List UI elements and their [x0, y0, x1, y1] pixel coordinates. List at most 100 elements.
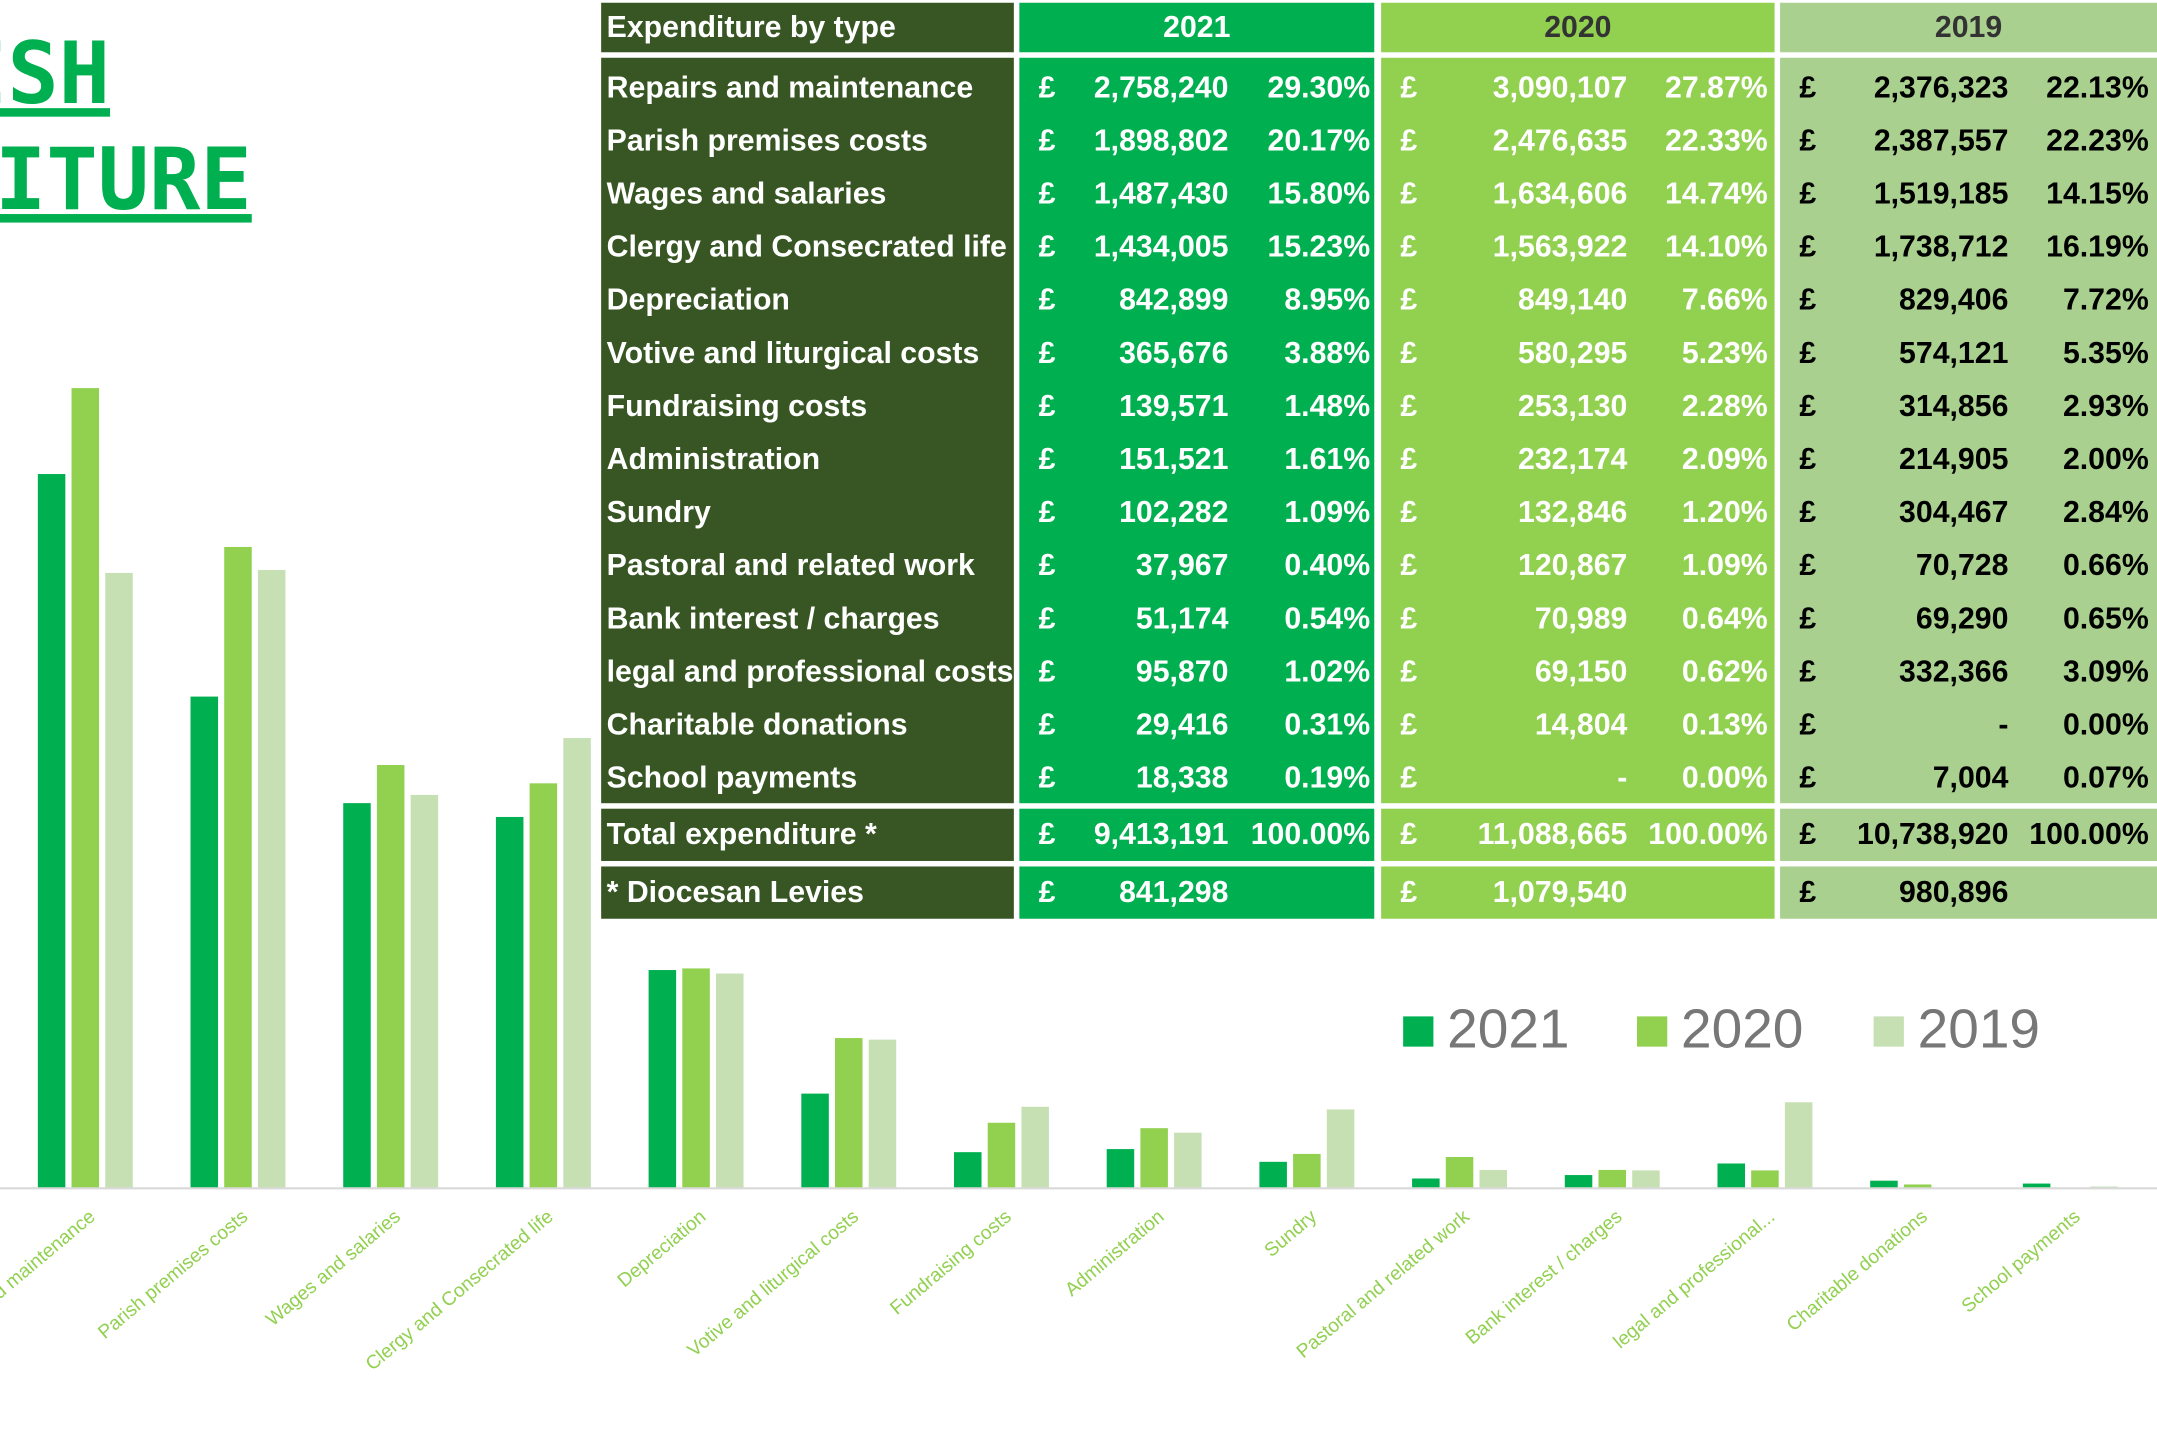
percent: 2.28% [1682, 390, 1768, 423]
table-cell-bg [1019, 57, 1375, 804]
bar [2022, 1183, 2051, 1189]
percent: 1.09% [1682, 549, 1768, 582]
bar [1412, 1178, 1440, 1189]
currency: £ [1799, 231, 1816, 264]
bar [987, 1122, 1016, 1189]
percent: 8.95% [1284, 284, 1370, 317]
bar [1479, 1169, 1508, 1189]
currency: £ [1400, 655, 1417, 688]
currency: £ [1039, 762, 1056, 795]
currency: £ [1039, 124, 1056, 157]
currency: £ [1400, 549, 1417, 582]
legend-swatch [1873, 1016, 1904, 1047]
percent: 7.72% [2063, 284, 2149, 317]
table-header: Expenditure by type [607, 11, 896, 44]
x-tick-label: Bank interest / charges [1462, 1206, 1626, 1349]
currency: £ [1039, 655, 1056, 688]
amount: 10,738,920 [1857, 818, 2008, 851]
amount: 253,130 [1518, 390, 1627, 423]
bar [1174, 1132, 1202, 1189]
currency: £ [1799, 337, 1816, 370]
table-cell-bg [1780, 57, 2157, 804]
x-tick-label: Depreciation [614, 1206, 710, 1292]
percent: 2.93% [2063, 390, 2149, 423]
currency: £ [1799, 124, 1816, 157]
currency: £ [1039, 818, 1056, 851]
bar [1259, 1161, 1287, 1189]
amount: 151,521 [1119, 443, 1228, 476]
percent: 0.07% [2063, 762, 2149, 795]
amount: 95,870 [1136, 655, 1229, 688]
bar [343, 803, 371, 1189]
percent: 22.13% [2046, 71, 2149, 104]
percent: 0.62% [1682, 655, 1768, 688]
amount: 7,004 [1933, 762, 2009, 795]
percent: 2.00% [2063, 443, 2149, 476]
bar [71, 388, 100, 1189]
currency: £ [1400, 496, 1417, 529]
row-label: Pastoral and related work [607, 549, 975, 582]
percent: 2.84% [2063, 496, 2149, 529]
bar [835, 1038, 863, 1189]
amount: 304,467 [1899, 496, 2008, 529]
currency: £ [1799, 443, 1816, 476]
amount: - [1617, 762, 1627, 795]
percent: 0.31% [1284, 708, 1370, 741]
percent: 29.30% [1268, 71, 1371, 104]
legend-swatch [1637, 1016, 1668, 1047]
amount: 829,406 [1899, 284, 2008, 317]
amount: 69,290 [1916, 602, 2009, 635]
amount: 1,519,185 [1874, 178, 2009, 211]
bar [1106, 1149, 1135, 1189]
x-tick-label: Pastoral and related work [1293, 1206, 1474, 1363]
table-cell-bg [1381, 866, 1775, 919]
amount: 37,967 [1136, 549, 1229, 582]
bar [190, 696, 219, 1189]
table-header: 2020 [1544, 11, 1611, 44]
currency: £ [1799, 178, 1816, 211]
row-label: Parish premises costs [607, 124, 928, 157]
amount: 842,899 [1119, 284, 1228, 317]
table-cell-bg [1381, 57, 1775, 804]
amount: 1,634,606 [1493, 178, 1628, 211]
percent: 22.33% [1665, 124, 1768, 157]
currency: £ [1039, 71, 1056, 104]
title-line: EXPENDITURE [0, 131, 252, 230]
currency: £ [1039, 876, 1056, 909]
percent: 3.09% [2063, 655, 2149, 688]
bar [801, 1093, 829, 1189]
table-cell-bg [1019, 2, 1375, 53]
currency: £ [1799, 602, 1816, 635]
percent: 0.65% [2063, 602, 2149, 635]
table-header: 2021 [1163, 11, 1230, 44]
percent: 100.00% [1251, 818, 1371, 851]
percent: 0.13% [1682, 708, 1768, 741]
amount: 51,174 [1136, 602, 1229, 635]
bar [1903, 1184, 1932, 1189]
percent: 5.23% [1682, 337, 1768, 370]
currency: £ [1400, 762, 1417, 795]
amount: - [1998, 708, 2008, 741]
bar [1598, 1169, 1627, 1189]
amount: 120,867 [1518, 549, 1627, 582]
percent: 0.64% [1682, 602, 1768, 635]
amount: 314,856 [1899, 390, 2008, 423]
amount: 232,174 [1518, 443, 1628, 476]
amount: 1,079,540 [1493, 876, 1628, 909]
amount: 1,738,712 [1874, 231, 2009, 264]
percent: 14.74% [1665, 178, 1768, 211]
percent: 14.10% [1665, 231, 1768, 264]
bar [1564, 1175, 1593, 1189]
currency: £ [1799, 390, 1816, 423]
bar [1632, 1170, 1660, 1189]
x-tick-label: School payments [1958, 1206, 2085, 1317]
amount: 841,298 [1119, 876, 1228, 909]
bar [376, 765, 405, 1189]
x-tick-label: legal and professional... [1610, 1206, 1779, 1353]
currency: £ [1400, 284, 1417, 317]
x-tick-label: Charitable donations [1783, 1206, 1932, 1336]
amount: 580,295 [1518, 337, 1627, 370]
legend-label: 2020 [1681, 997, 1803, 1059]
row-label: Bank interest / charges [607, 602, 940, 635]
currency: £ [1799, 549, 1816, 582]
